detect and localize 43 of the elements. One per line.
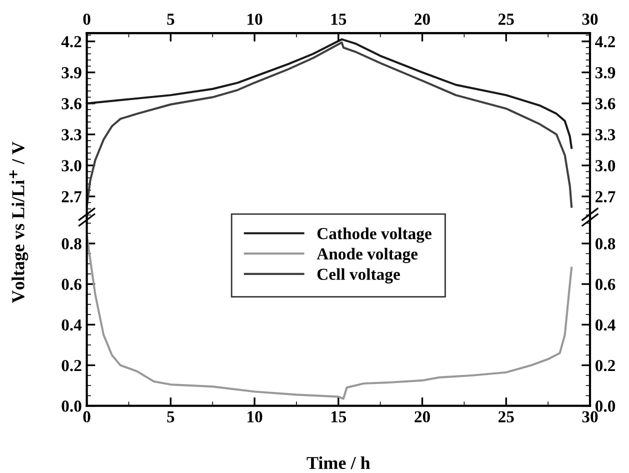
x2-tick-label: 30	[582, 14, 598, 25]
y2-tick-label: 4.2	[595, 36, 615, 48]
y-tick-label: 3.0	[62, 160, 82, 172]
y-axis-title: Voltage vs Li/Li$^{+}$ / V	[9, 142, 28, 303]
y-tick-label: 2.7	[62, 191, 82, 202]
y2-tick-label: 0.8	[596, 238, 616, 250]
x-tick-label: 5	[167, 411, 174, 422]
y-tick-label: 0.2	[62, 360, 82, 372]
y-tick-label: 0.6	[62, 278, 82, 290]
x-tick-label: 15	[331, 411, 346, 422]
y2-tick-label: 0.0	[596, 400, 616, 412]
x-tick-label: 25	[498, 411, 514, 422]
y2-tick-label: 3.0	[595, 160, 616, 172]
x2-tick-label: 10	[248, 14, 262, 25]
y2-tick-label: 0.2	[596, 360, 615, 372]
y-tick-label: 0.4	[62, 319, 82, 331]
y2-tick-label: 3.6	[595, 98, 616, 110]
y2-tick-label: 3.9	[595, 67, 616, 78]
x-tick-label: 30	[582, 411, 598, 422]
legend-label: Anode voltage	[316, 248, 418, 264]
x-axis-title: Time / h	[306, 456, 370, 470]
y2-tick-label: 3.3	[595, 129, 616, 140]
line-series	[86, 38, 573, 149]
x2-tick-label: 0	[83, 14, 90, 25]
y-tick-label: 4.2	[61, 36, 82, 48]
x-tick-label: 20	[414, 411, 430, 422]
x-tick-label: 0	[83, 411, 90, 422]
y2-tick-label: 0.4	[596, 319, 616, 331]
legend-label: Cell voltage	[317, 268, 400, 284]
y-tick-label: 3.9	[62, 67, 82, 78]
line-series	[86, 41, 573, 208]
y2-tick-label: 0.6	[596, 278, 616, 290]
legend-label: Cathode voltage	[317, 228, 432, 243]
x-tick-label: 10	[248, 411, 262, 422]
x2-tick-label: 5	[167, 14, 174, 25]
x2-tick-label: 20	[414, 14, 430, 25]
y-tick-label: 3.6	[62, 98, 82, 110]
x2-tick-label: 25	[498, 14, 514, 25]
y-tick-label: 0.0	[62, 400, 82, 412]
y-tick-label: 3.3	[62, 129, 82, 140]
y-tick-label: 0.8	[62, 238, 82, 250]
y2-tick-label: 2.7	[596, 191, 616, 202]
x2-tick-label: 15	[331, 14, 346, 25]
